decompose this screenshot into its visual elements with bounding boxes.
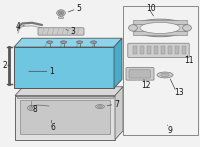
FancyBboxPatch shape xyxy=(129,70,150,78)
Ellipse shape xyxy=(91,41,97,44)
Bar xyxy=(133,46,137,54)
Text: 10: 10 xyxy=(146,4,156,13)
Ellipse shape xyxy=(140,22,180,34)
Polygon shape xyxy=(114,38,122,88)
Text: 6: 6 xyxy=(51,123,55,132)
Bar xyxy=(17,96,113,98)
Bar xyxy=(140,46,144,54)
Circle shape xyxy=(58,11,64,15)
Polygon shape xyxy=(14,38,122,47)
Text: 8: 8 xyxy=(33,105,37,114)
Ellipse shape xyxy=(98,106,102,108)
Polygon shape xyxy=(115,87,123,140)
Ellipse shape xyxy=(77,41,83,44)
Text: 3: 3 xyxy=(71,27,75,36)
FancyBboxPatch shape xyxy=(38,28,84,35)
FancyBboxPatch shape xyxy=(128,43,189,57)
Bar xyxy=(147,46,151,54)
Text: 9: 9 xyxy=(168,126,172,135)
Text: 11: 11 xyxy=(184,56,194,65)
Ellipse shape xyxy=(61,41,67,44)
Text: 1: 1 xyxy=(50,67,54,76)
Text: 2: 2 xyxy=(3,61,7,70)
Bar xyxy=(133,20,187,24)
Ellipse shape xyxy=(157,72,173,78)
Circle shape xyxy=(57,10,65,16)
Bar xyxy=(133,31,187,35)
Text: 7: 7 xyxy=(115,100,119,109)
Ellipse shape xyxy=(58,17,64,19)
Circle shape xyxy=(29,107,33,109)
Bar xyxy=(168,46,172,54)
Bar xyxy=(161,46,165,54)
Circle shape xyxy=(183,25,191,31)
Ellipse shape xyxy=(47,41,53,44)
Ellipse shape xyxy=(132,19,188,37)
Bar xyxy=(123,6,198,135)
Circle shape xyxy=(129,25,137,31)
Ellipse shape xyxy=(161,73,169,77)
Bar xyxy=(182,46,186,54)
Bar xyxy=(154,46,158,54)
Ellipse shape xyxy=(96,105,104,108)
Text: 4: 4 xyxy=(16,22,20,31)
Polygon shape xyxy=(15,87,123,96)
Circle shape xyxy=(28,106,34,111)
Bar xyxy=(14,47,114,88)
Text: 12: 12 xyxy=(141,81,151,91)
Bar xyxy=(20,100,110,134)
Bar xyxy=(175,46,179,54)
FancyBboxPatch shape xyxy=(126,68,154,80)
Bar xyxy=(15,96,115,140)
Text: 5: 5 xyxy=(77,4,81,13)
Text: 13: 13 xyxy=(174,88,184,97)
